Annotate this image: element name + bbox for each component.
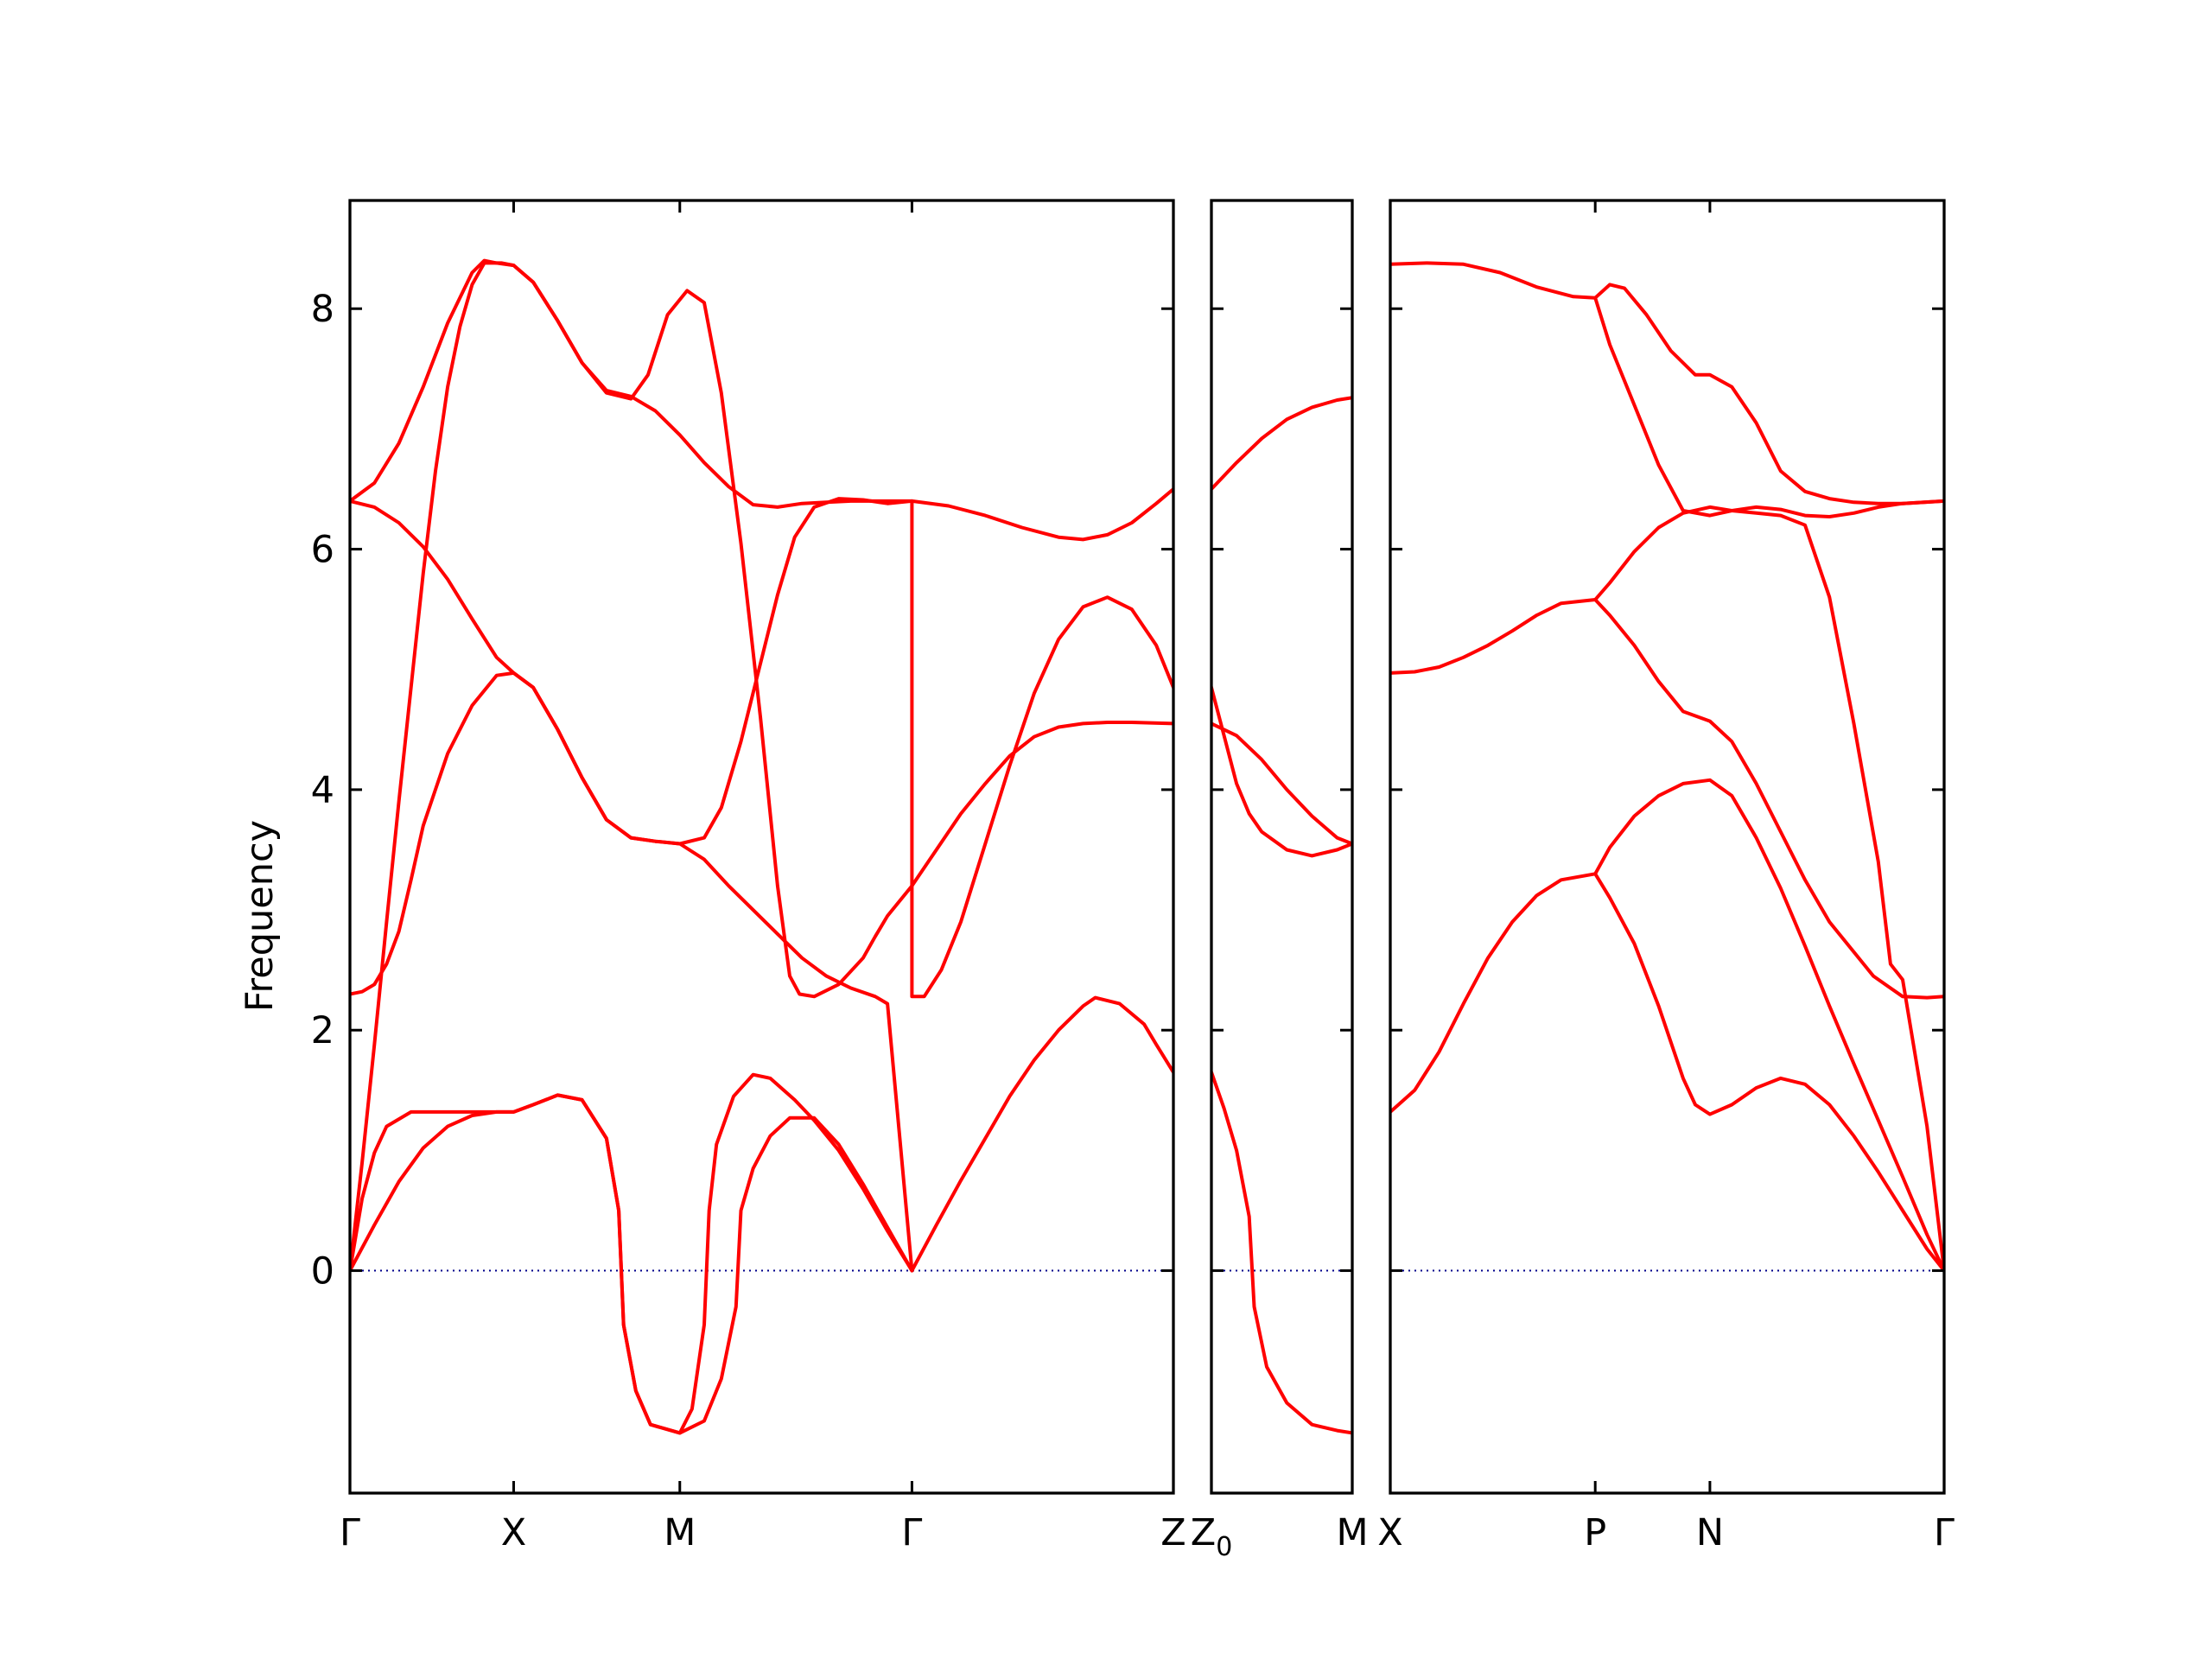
- x-tick-label: Z0: [1191, 1511, 1233, 1562]
- x-tick-label: Γ: [901, 1511, 922, 1554]
- band-line-2: [1211, 685, 1352, 858]
- bands: [350, 258, 1173, 1435]
- panel-frame: [1210, 199, 1354, 1495]
- x-tick-label: M: [664, 1511, 696, 1554]
- y-tick-label: 2: [311, 1009, 334, 1052]
- band-line-4: [1211, 396, 1352, 491]
- x-tick-label: P: [1584, 1511, 1606, 1554]
- panel-frame: [1389, 199, 1946, 1495]
- bands: [1390, 261, 1944, 1273]
- band-line-2: [350, 1072, 914, 1435]
- band-line-1: [350, 1093, 914, 1435]
- band-line-6: [1593, 296, 1944, 518]
- x-tick-label: Γ: [340, 1511, 360, 1554]
- panel-1: 0 2 4 6 8 Γ X M Γ Z: [311, 199, 1186, 1554]
- band-line-5: [1390, 261, 1944, 505]
- panel-frame: [348, 199, 1175, 1495]
- band-line-7: [910, 995, 1173, 1273]
- x-tick-label: X: [1377, 1511, 1402, 1554]
- y-tick-label: 0: [311, 1250, 334, 1294]
- y-tick-label: 4: [311, 769, 334, 812]
- band-line-1: [1211, 1070, 1352, 1435]
- band-line-4: [350, 671, 914, 1273]
- y-axis-label: Frequency: [238, 820, 282, 1012]
- band-line-3: [350, 261, 1173, 1273]
- band-line-6: [350, 258, 1173, 999]
- x-tick-label: Z: [1160, 1511, 1185, 1554]
- panel-2: Z0 M: [1191, 199, 1369, 1562]
- band-line-3: [1211, 721, 1352, 846]
- y-tick-label: 6: [311, 529, 334, 572]
- bands: [1211, 396, 1352, 1435]
- x-tick-label: X: [501, 1511, 526, 1554]
- band-line-3: [1390, 598, 1944, 1000]
- y-tick-label: 8: [311, 288, 334, 331]
- x-tick-label: Γ: [1934, 1511, 1955, 1554]
- band-line-2: [1593, 778, 1944, 1273]
- band-line-1: [1390, 872, 1944, 1273]
- x-tick-label: M: [1336, 1511, 1368, 1554]
- band-line-4: [1593, 505, 1944, 1273]
- x-tick-label: N: [1696, 1511, 1724, 1554]
- band-line-5: [350, 487, 1173, 846]
